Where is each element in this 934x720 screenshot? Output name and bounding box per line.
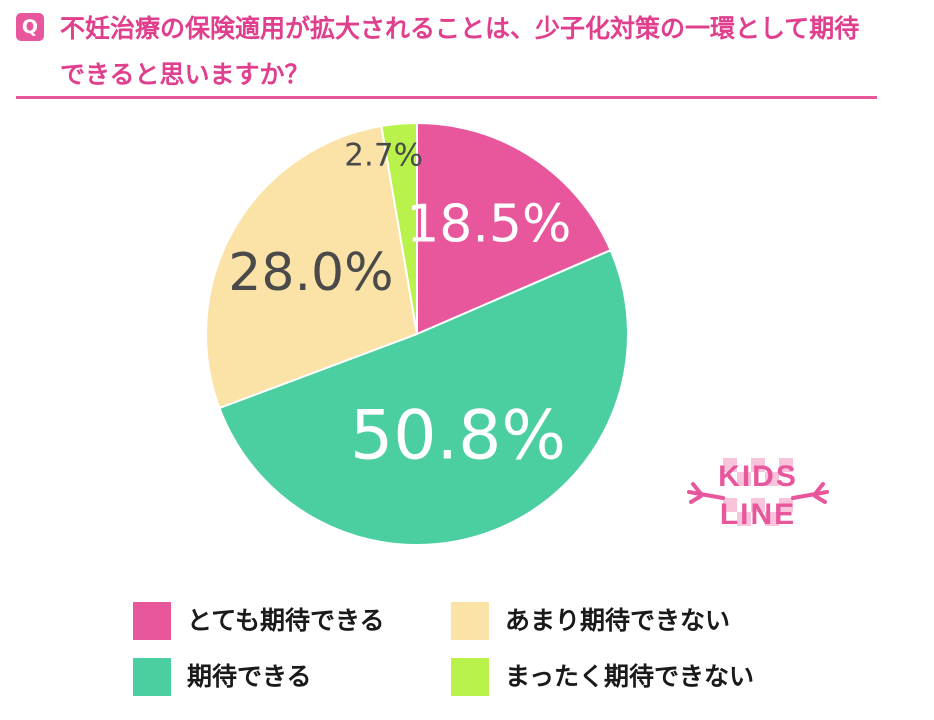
logo-text-bottom: LINE bbox=[720, 498, 796, 531]
data-label-very-expect: 18.5% bbox=[406, 195, 571, 255]
pie-chart: 18.5% 50.8% 28.0% 2.7% bbox=[205, 121, 629, 546]
legend-swatch bbox=[451, 658, 489, 696]
legend-item-not-at-all-expect: まったく期待できない bbox=[451, 658, 851, 698]
slice-expect bbox=[218, 248, 629, 546]
slice-not-at-all-expect bbox=[380, 121, 418, 335]
logo-arm-left bbox=[687, 482, 725, 504]
legend-swatch bbox=[133, 602, 171, 640]
legend-item-expect: 期待できる bbox=[133, 658, 463, 698]
legend-label: とても期待できる bbox=[187, 606, 385, 635]
data-label-not-at-all-expect: 2.7% bbox=[344, 138, 423, 174]
header-divider bbox=[16, 96, 877, 99]
data-label-expect: 50.8% bbox=[350, 396, 566, 475]
legend-label: 期待できる bbox=[187, 662, 312, 691]
logo-text-top: KIDS bbox=[718, 460, 798, 493]
data-label-not-much-expect: 28.0% bbox=[228, 243, 393, 303]
legend-swatch bbox=[133, 658, 171, 696]
legend-swatch bbox=[451, 602, 489, 640]
legend-item-not-much-expect: あまり期待できない bbox=[451, 602, 851, 642]
legend-label: あまり期待できない bbox=[505, 606, 731, 635]
logo-checker bbox=[723, 458, 793, 526]
logo-arm-right bbox=[791, 482, 829, 504]
legend-item-very-expect: とても期待できる bbox=[133, 602, 463, 642]
slice-not-much-expect bbox=[205, 124, 419, 410]
legend-label: まったく期待できない bbox=[505, 662, 755, 691]
question-title: 不妊治療の保険適用が拡大されることは、少子化対策の一環として期待できると思います… bbox=[60, 14, 860, 89]
question-badge: Q bbox=[16, 13, 44, 41]
kidsline-logo: KIDS LINE bbox=[687, 458, 829, 531]
slice-very-expect bbox=[416, 121, 612, 336]
